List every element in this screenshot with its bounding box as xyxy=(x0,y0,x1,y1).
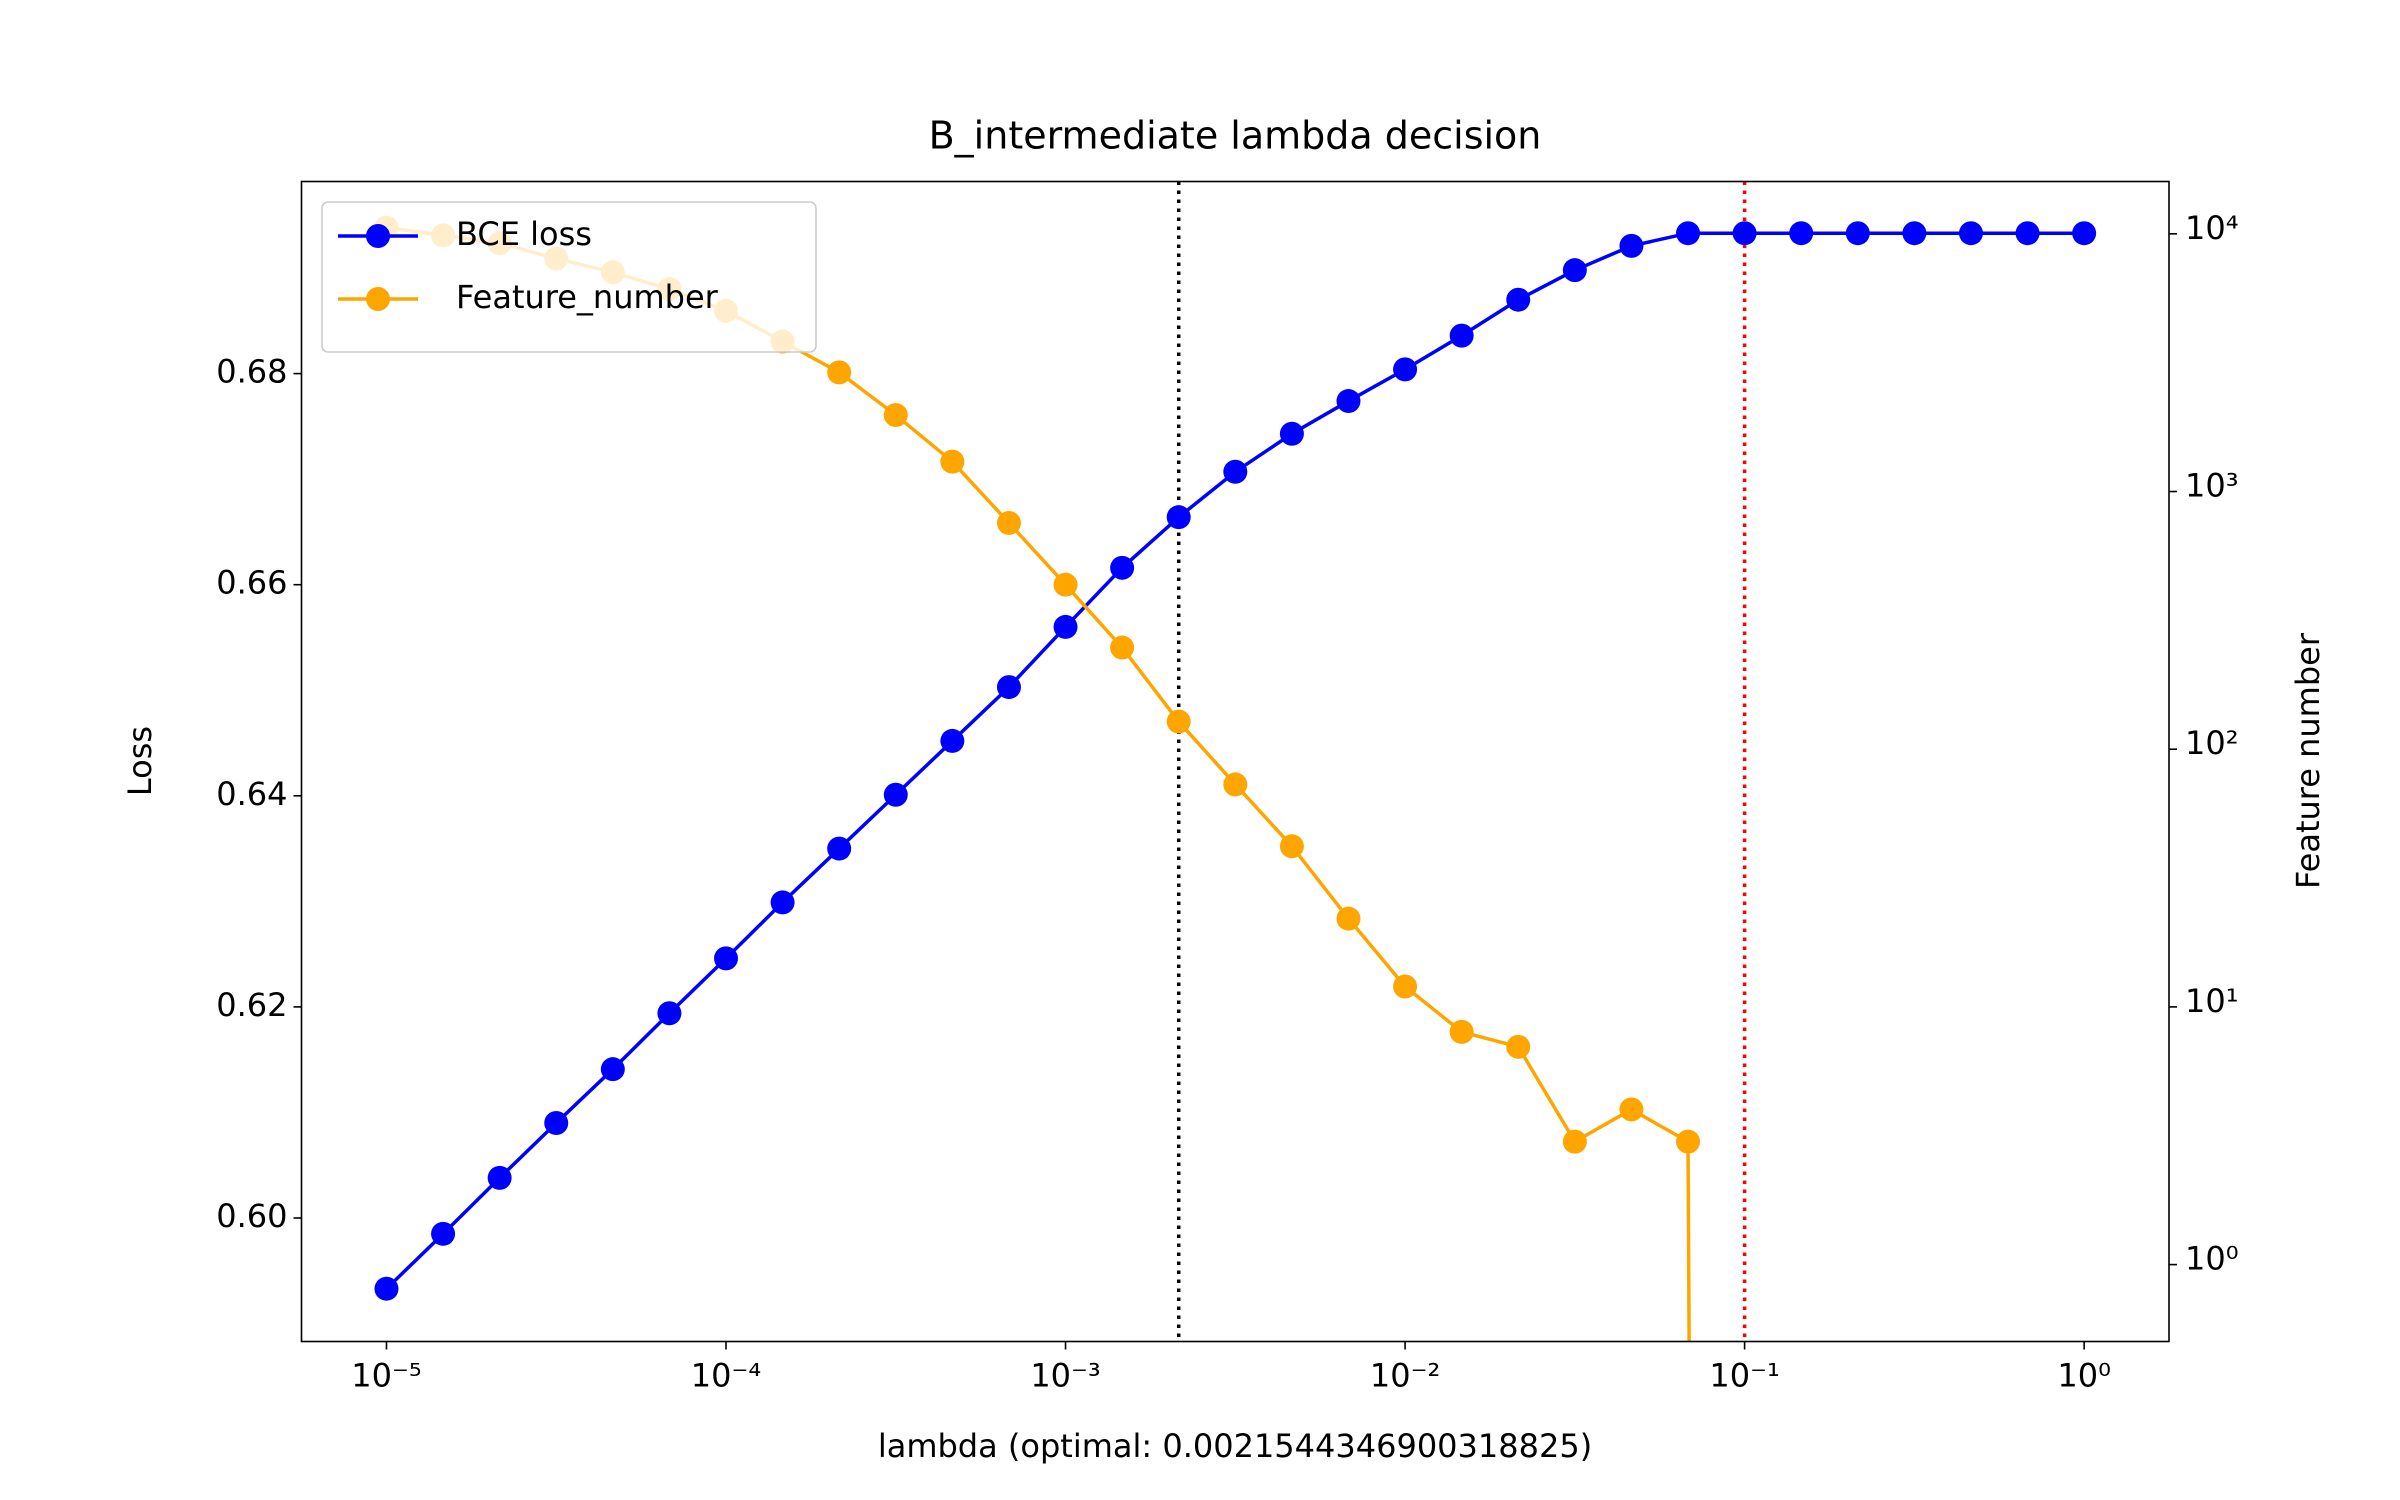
chart-title: B_intermediate lambda decision xyxy=(929,114,1542,158)
x-axis-label: lambda (optimal: 0.0021544346900318825) xyxy=(878,1427,1592,1465)
x-tick-label: 10⁻² xyxy=(1370,1357,1440,1395)
series-line xyxy=(385,231,2085,1290)
axes-frame xyxy=(300,180,2170,1343)
y-tick-label: 0.66 xyxy=(216,564,287,602)
series-line xyxy=(386,225,1691,1342)
data-point xyxy=(544,1111,569,1136)
data-point xyxy=(1336,906,1361,931)
y-tick-label: 0.64 xyxy=(216,775,287,813)
data-point xyxy=(431,1221,456,1246)
data-point xyxy=(1053,572,1078,597)
data-point xyxy=(1279,834,1304,859)
data-point xyxy=(1053,614,1078,639)
legend-label: Feature_number xyxy=(456,278,719,316)
y2-tick-label: 10¹ xyxy=(2185,982,2239,1020)
data-point xyxy=(1619,1097,1644,1122)
data-point xyxy=(996,510,1021,535)
data-point xyxy=(1223,772,1248,797)
data-point xyxy=(1789,221,1814,246)
data-point xyxy=(1732,221,1757,246)
y-axis-label: Loss xyxy=(121,726,159,796)
data-point xyxy=(1506,287,1531,312)
data-point xyxy=(2072,221,2097,246)
legend-marker xyxy=(366,287,390,311)
data-point xyxy=(487,1165,512,1190)
data-point xyxy=(1393,357,1418,382)
data-point xyxy=(883,782,908,807)
y2-tick-label: 10³ xyxy=(2185,467,2239,505)
data-point xyxy=(600,1057,625,1082)
data-point xyxy=(1110,555,1135,580)
data-point xyxy=(1449,323,1474,348)
y-tick-label: 0.68 xyxy=(216,353,287,391)
data-point xyxy=(996,675,1021,700)
data-point xyxy=(1676,221,1701,246)
data-point xyxy=(827,360,852,385)
data-point xyxy=(1166,505,1191,530)
data-point xyxy=(374,1276,399,1301)
data-point xyxy=(770,890,795,915)
data-point xyxy=(1336,389,1361,414)
x-tick-label: 10⁻⁵ xyxy=(351,1357,421,1395)
data-point xyxy=(1110,635,1135,660)
data-point xyxy=(2015,221,2040,246)
y-tick-label: 0.60 xyxy=(216,1197,287,1235)
x-tick-label: 10⁻³ xyxy=(1030,1357,1100,1395)
legend-box xyxy=(321,201,817,353)
data-point xyxy=(940,449,965,474)
data-point xyxy=(1449,1019,1474,1044)
data-point xyxy=(1562,258,1587,283)
y2-tick-label: 10² xyxy=(2185,724,2239,762)
data-point xyxy=(1958,221,1983,246)
x-tick-label: 10⁻¹ xyxy=(1709,1357,1779,1395)
data-point xyxy=(827,836,852,861)
data-point xyxy=(1562,1129,1587,1154)
y2-tick-label: 10⁰ xyxy=(2185,1240,2239,1278)
y2-axis-label: Feature number xyxy=(2289,632,2327,889)
legend-marker xyxy=(366,224,390,248)
y2-tick-label: 10⁴ xyxy=(2185,209,2239,247)
data-point xyxy=(1676,1129,1701,1154)
x-tick-label: 10⁰ xyxy=(2057,1357,2111,1395)
legend-label: BCE loss xyxy=(456,215,592,253)
y-tick-label: 0.62 xyxy=(216,986,287,1024)
data-point xyxy=(1223,459,1248,484)
data-point xyxy=(1619,233,1644,258)
data-point xyxy=(1166,709,1191,734)
data-point xyxy=(940,728,965,753)
data-point xyxy=(714,946,739,971)
data-point xyxy=(883,403,908,428)
data-point xyxy=(1279,421,1304,446)
data-point xyxy=(1902,221,1927,246)
data-point xyxy=(1393,974,1418,999)
plot-area xyxy=(374,181,2097,1342)
data-point xyxy=(1506,1034,1531,1059)
data-point xyxy=(657,1001,682,1026)
data-point xyxy=(1845,221,1870,246)
x-tick-label: 10⁻⁴ xyxy=(691,1357,761,1395)
